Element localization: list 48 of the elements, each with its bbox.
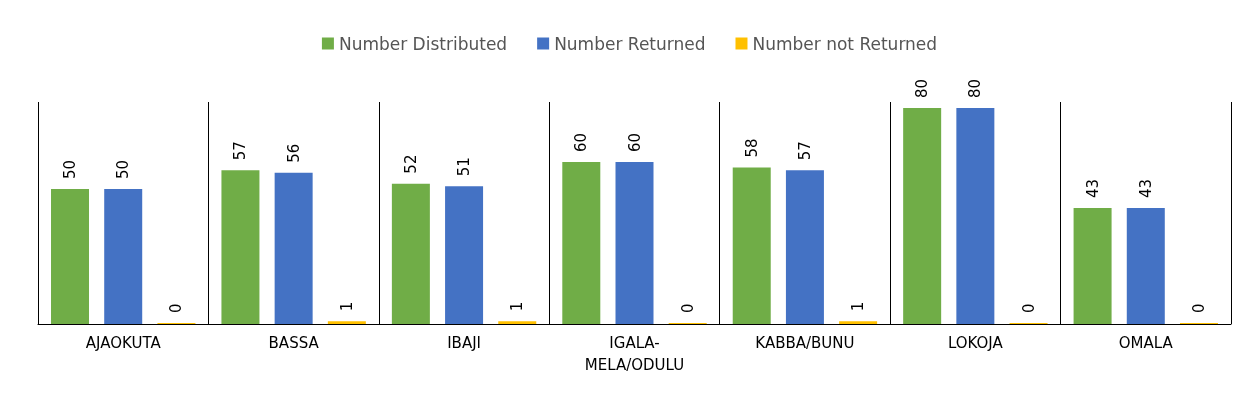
bar (498, 321, 537, 324)
data-label: 51 (455, 157, 474, 177)
x-tick-label: BASSA (268, 334, 320, 352)
bar (839, 321, 878, 324)
data-label: 1 (849, 301, 868, 312)
x-tick-label: IBAJI (447, 334, 481, 352)
bar (327, 321, 366, 324)
x-tick-label: AJAOKUTA (85, 334, 162, 352)
data-label: 60 (572, 132, 591, 153)
legend-label: Number Returned (554, 33, 706, 54)
x-tick-label: IGALA-MELA/ODULU (584, 334, 685, 374)
data-label: 0 (1019, 303, 1038, 313)
data-label: 56 (284, 143, 303, 163)
bar (785, 170, 824, 324)
data-label: 43 (1083, 178, 1102, 198)
bar (274, 172, 313, 324)
legend-label: Number not Returned (752, 33, 938, 54)
data-label: 57 (795, 141, 814, 161)
data-label: 43 (1136, 178, 1155, 198)
legend-label: Number Distributed (338, 33, 508, 54)
bar (956, 108, 995, 324)
bar (1073, 207, 1112, 324)
data-label: 50 (114, 159, 133, 180)
bar (104, 189, 143, 324)
bar (615, 162, 654, 324)
bar (562, 162, 601, 324)
data-label: 57 (231, 141, 250, 161)
data-label: 1 (337, 301, 356, 312)
data-label: 1 (508, 301, 527, 312)
data-label: 80 (966, 79, 985, 99)
bar (51, 189, 90, 324)
bar (1126, 207, 1165, 324)
bar (732, 167, 771, 324)
data-label: 50 (61, 159, 80, 180)
bar (391, 183, 430, 324)
data-label: 58 (742, 138, 761, 158)
data-label: 0 (678, 303, 697, 313)
data-label: 0 (1189, 303, 1208, 313)
x-tick-label: LOKOJA (947, 334, 1004, 352)
data-label: 80 (913, 79, 932, 99)
data-label: 0 (167, 303, 186, 313)
data-label: 52 (401, 154, 420, 174)
bar (221, 170, 260, 324)
bar (903, 108, 942, 324)
x-tick-label: KABBA/BUNU (755, 334, 855, 352)
x-tick-label: OMALA (1118, 334, 1174, 352)
data-label: 60 (625, 132, 644, 153)
bar (445, 186, 484, 324)
